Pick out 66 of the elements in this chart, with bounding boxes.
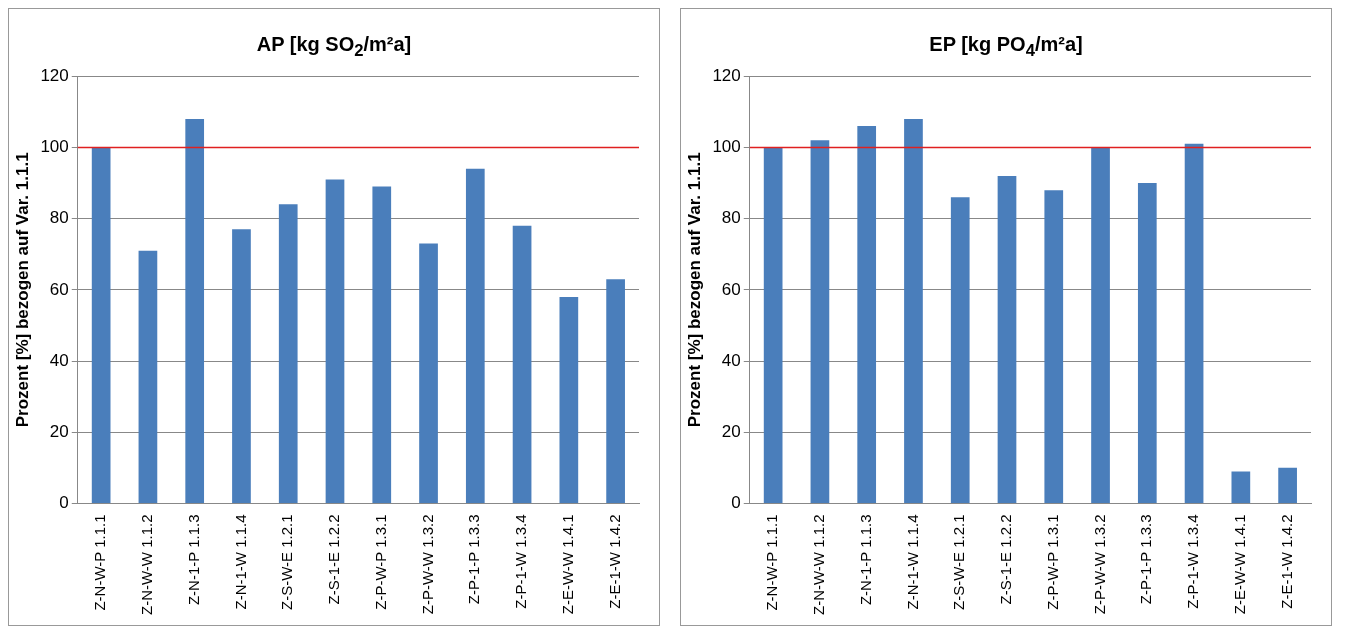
chart-title: AP [kg SO$_{2}$/m²a]	[255, 33, 413, 62]
bar	[278, 204, 298, 503]
bar	[950, 197, 970, 503]
y-tick-label: 60	[721, 279, 741, 299]
bar	[1184, 143, 1204, 503]
x-tick-label: Z-N-1-P 1.1.3	[856, 514, 874, 606]
x-tick-label: Z-S-W-E 1.2.1	[950, 514, 968, 611]
bar	[997, 175, 1017, 503]
bar	[1231, 471, 1251, 503]
x-tick-label: Z-E-W-W 1.4.1	[558, 514, 576, 615]
y-tick-label: 0	[59, 493, 69, 513]
bar	[1091, 147, 1110, 503]
x-tick-label: Z-N-W-P 1.1.1	[763, 514, 781, 611]
x-tick-label: Z-P-W-P 1.3.1	[1043, 514, 1061, 610]
y-tick-label: 100	[712, 137, 741, 157]
y-tick-label: 20	[721, 421, 741, 441]
y-tick-label: 60	[49, 279, 69, 299]
y-tick-label: 40	[721, 350, 741, 370]
bar	[138, 250, 158, 503]
x-tick-label: Z-P-W-W 1.3.2	[1090, 514, 1108, 615]
x-tick-label: Z-E-W-W 1.4.1	[1230, 514, 1248, 615]
x-tick-label: Z-N-1-W 1.1.4	[903, 514, 921, 610]
x-tick-label: Z-N-W-W 1.1.2	[810, 514, 828, 616]
x-tick-label: Z-N-1-P 1.1.3	[184, 514, 202, 606]
x-tick-label: Z-S-1-E 1.2.2	[997, 514, 1015, 605]
x-tick-label: Z-S-1-E 1.2.2	[325, 514, 343, 605]
bar	[763, 147, 783, 503]
bar	[419, 243, 438, 503]
y-axis-title: Prozent [%] bezogen auf Var. 1.1.1	[12, 152, 32, 428]
x-tick-label: Z-P-W-P 1.3.1	[371, 514, 389, 610]
x-tick-label: Z-P-1-P 1.3.3	[1137, 514, 1155, 605]
bar	[372, 186, 392, 503]
x-tick-label: Z-N-W-P 1.1.1	[91, 514, 109, 611]
bar	[606, 279, 625, 503]
bar	[91, 147, 111, 503]
bar	[559, 296, 579, 503]
y-tick-label: 100	[40, 137, 69, 157]
y-tick-label: 40	[49, 350, 69, 370]
x-tick-label: Z-P-W-W 1.3.2	[418, 514, 436, 615]
bar	[512, 225, 532, 503]
bar	[1137, 183, 1157, 503]
y-tick-label: 0	[731, 493, 741, 513]
x-tick-label: Z-E-1-W 1.4.2	[605, 514, 623, 609]
y-tick-label: 120	[40, 65, 69, 85]
x-tick-label: Z-E-1-W 1.4.2	[1277, 514, 1295, 609]
bar	[325, 179, 345, 503]
bar	[857, 126, 877, 503]
bar	[232, 229, 251, 503]
x-tick-label: Z-S-W-E 1.2.1	[278, 514, 296, 611]
chart-title: EP [kg PO$_{4}$/m²a]	[928, 33, 1084, 62]
x-tick-label: Z-P-1-W 1.3.4	[1184, 514, 1202, 609]
bar	[810, 140, 830, 503]
y-tick-label: 80	[721, 208, 741, 228]
y-tick-label: 120	[712, 65, 741, 85]
x-tick-label: Z-N-W-W 1.1.2	[138, 514, 156, 616]
y-tick-label: 80	[49, 208, 69, 228]
y-axis-title: Prozent [%] bezogen auf Var. 1.1.1	[684, 152, 704, 428]
bar	[185, 118, 205, 503]
x-tick-label: Z-N-1-W 1.1.4	[231, 514, 249, 610]
y-tick-label: 20	[49, 421, 69, 441]
x-tick-label: Z-P-1-P 1.3.3	[465, 514, 483, 605]
bar	[465, 168, 485, 503]
bar	[904, 118, 923, 503]
bar	[1278, 467, 1297, 503]
bar	[1044, 190, 1064, 503]
x-tick-label: Z-P-1-W 1.3.4	[512, 514, 530, 609]
